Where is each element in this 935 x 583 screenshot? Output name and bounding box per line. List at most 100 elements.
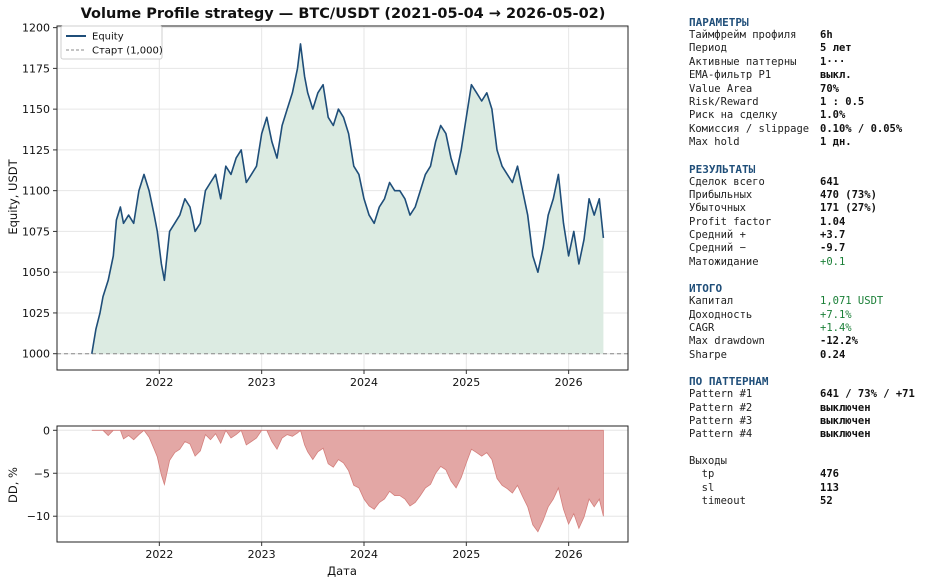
legend-start-label: Старт (1,000): [92, 46, 163, 57]
section-title-results: РЕЗУЛЬТАТЫ: [689, 162, 756, 176]
drawdown-area: [91, 429, 604, 533]
equity-x-ticks: 2022 2023 2024 2025 2026: [145, 370, 583, 389]
stat-row: Сделок всего 641: [689, 176, 929, 189]
stat-row: Прибыльных 470 (73%): [689, 189, 929, 202]
drawdown-y-ticks: 0 −5 −10: [27, 424, 57, 523]
equity-x-tick-label: 2022: [145, 376, 173, 389]
drawdown-y-tick-label: −5: [34, 467, 50, 480]
stat-value: 70%: [820, 82, 839, 95]
stat-row: Комиссия / slippage 0.10% / 0.05%: [689, 123, 929, 136]
stat-value: 1···: [820, 55, 846, 68]
stat-value: 0.24: [820, 348, 846, 361]
stat-row: Убыточных 171 (27%): [689, 202, 929, 215]
stat-row: Средний − -9.7: [689, 242, 929, 255]
stat-row: Матожидание +0.1: [689, 256, 929, 269]
drawdown-plot-frame: [56, 425, 629, 543]
stat-value: +0.1: [820, 255, 846, 268]
stat-label: Risk/Reward: [689, 95, 759, 108]
stat-value: -9.7: [820, 242, 846, 255]
stat-value: 5 лет: [820, 42, 852, 55]
stat-row: timeout 52: [689, 495, 929, 508]
stat-label: Доходность: [689, 308, 753, 321]
exits-list: tp 476 sl 113 timeout 52: [689, 468, 929, 508]
stat-row: Pattern #1 641 / 73% / +71: [689, 388, 929, 401]
equity-x-tick-label: 2025: [452, 376, 480, 389]
stat-value: выключен: [820, 401, 871, 414]
stat-value: +3.7: [820, 229, 846, 242]
stat-label: Sharpe: [689, 348, 727, 361]
stat-label: Сделок всего: [689, 175, 765, 188]
equity-y-tick-label: 1150: [22, 103, 50, 116]
stat-row: EMA-фильтр P1 выкл.: [689, 69, 929, 82]
drawdown-x-tick-label: 2024: [350, 548, 378, 561]
stat-label: Убыточных: [689, 202, 746, 215]
stat-label: Pattern #2: [689, 401, 753, 414]
stat-value: 171 (27%): [820, 202, 877, 215]
drawdown-x-tick-label: 2022: [145, 548, 173, 561]
drawdown-x-ticks: 2022 2023 2024 2025 2026: [145, 542, 583, 561]
stat-value: 1 : 0.5: [820, 95, 865, 108]
stat-label: Период: [689, 42, 727, 55]
stat-label: Max hold: [689, 136, 740, 149]
stat-row: Риск на сделку 1.0%: [689, 109, 929, 122]
params-list: Таймфрейм профиля 6h Период 5 лет Активные п…: [689, 29, 929, 150]
stat-value: выключен: [820, 428, 871, 441]
results-list: Сделок всего 641 Прибыльных 470 (73%) Убыточ…: [689, 176, 929, 270]
stat-label: Pattern #1: [689, 388, 753, 401]
equity-series-line: [91, 43, 605, 354]
stat-value: 1.04: [820, 215, 846, 228]
stat-label: Капитал: [689, 295, 734, 308]
section-title-params: ПАРАМЕТРЫ: [689, 16, 749, 29]
equity-x-tick-label: 2024: [350, 376, 378, 389]
stat-row: sl 113: [689, 482, 929, 495]
stat-row: Период 5 лет: [689, 42, 929, 55]
section-title-total: ИТОГО: [689, 282, 723, 296]
equity-x-tick-label: 2026: [555, 376, 583, 389]
stat-value: 1.0%: [820, 109, 846, 122]
stat-row: Max hold 1 дн.: [689, 136, 929, 149]
section-title-patterns: ПО ПАТТЕРНАМ: [689, 375, 769, 389]
stat-row: Средний + +3.7: [689, 229, 929, 242]
stat-label: Комиссия / slippage: [689, 122, 810, 135]
stat-value: +7.1%: [820, 308, 852, 321]
stat-row: Pattern #4 выключен: [689, 428, 929, 441]
stat-row: Pattern #2 выключен: [689, 402, 929, 415]
drawdown-y-tick-label: 0: [43, 424, 50, 437]
drawdown-y-tick-label: −10: [27, 510, 50, 523]
stat-value: +1.4%: [820, 322, 852, 335]
stat-value: 113: [820, 481, 839, 494]
stat-label: Средний +: [689, 229, 746, 242]
equity-y-tick-label: 1025: [22, 307, 50, 320]
stat-value: 641 / 73% / +71: [820, 388, 915, 401]
stat-row: Value Area 70%: [689, 83, 929, 96]
stat-label: Риск на сделку: [689, 109, 778, 122]
stat-label: CAGR: [689, 322, 715, 335]
stat-value: 0.10% / 0.05%: [820, 122, 903, 135]
stat-label: Max drawdown: [689, 335, 765, 348]
legend-box: [60, 25, 163, 60]
stat-row: tp 476: [689, 468, 929, 481]
stat-label: Value Area: [689, 82, 753, 95]
patterns-list: Pattern #1 641 / 73% / +71 Pattern #2 выклю…: [689, 388, 929, 442]
equity-y-tick-label: 1075: [22, 225, 50, 238]
equity-y-axis-label: Equity, USDT: [6, 158, 20, 234]
stat-label: Активные паттерны: [689, 55, 797, 68]
equity-y-tick-label: 1125: [22, 144, 50, 157]
stat-value: 1,071 USDT: [820, 295, 884, 308]
stat-value: выключен: [820, 414, 871, 427]
equity-y-tick-label: 1175: [22, 62, 50, 75]
stat-row: Max drawdown -12.2%: [689, 335, 929, 348]
stat-row: Доходность +7.1%: [689, 309, 929, 322]
stat-value: 476: [820, 468, 839, 481]
equity-y-ticks: 1000 1025 1050 1075 1100 1125 1150 1175 1200: [22, 22, 57, 361]
stat-label: timeout: [689, 494, 746, 507]
drawdown-x-tick-label: 2023: [248, 548, 276, 561]
stats-panel: ПАРАМЕТРЫ Таймфрейм профиля 6h Период 5 лет…: [689, 16, 929, 508]
stat-row: Капитал 1,071 USDT: [689, 295, 929, 308]
stat-row: Risk/Reward 1 : 0.5: [689, 96, 929, 109]
stat-row: Sharpe 0.24: [689, 349, 929, 362]
stat-label: sl: [689, 481, 715, 494]
stat-value: 470 (73%): [820, 188, 877, 201]
stat-label: EMA-фильтр P1: [689, 69, 772, 82]
